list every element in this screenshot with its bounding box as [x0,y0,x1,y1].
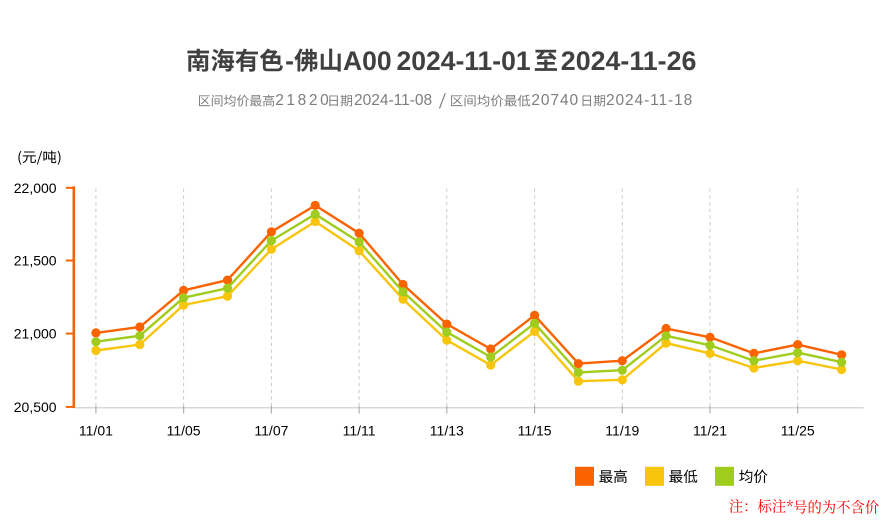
svg-text:20,500: 20,500 [14,399,57,415]
svg-text:11/25: 11/25 [781,422,815,438]
svg-text:11/15: 11/15 [518,422,552,438]
svg-text:21,500: 21,500 [14,253,57,269]
svg-text:11/11: 11/11 [343,422,376,438]
svg-text:-: - [285,46,294,76]
svg-text:21,000: 21,000 [14,326,57,342]
svg-text:A00: A00 [343,46,392,76]
svg-text:2024-11-01: 2024-11-01 [397,46,531,76]
svg-text:20740: 20740 [531,92,579,109]
svg-text:11/07: 11/07 [254,422,288,438]
svg-text:2024-11-08: 2024-11-08 [354,92,432,109]
svg-text:11/01: 11/01 [79,422,113,438]
svg-text:11/19: 11/19 [605,422,639,438]
svg-text:22,000: 22,000 [14,180,57,196]
svg-text:21820: 21820 [275,92,331,109]
svg-text:2024-11-18: 2024-11-18 [606,92,693,109]
svg-text:2024-11-26: 2024-11-26 [561,46,697,76]
svg-text:11/21: 11/21 [693,422,727,438]
svg-text:11/05: 11/05 [167,422,201,438]
svg-text:11/13: 11/13 [430,422,464,438]
